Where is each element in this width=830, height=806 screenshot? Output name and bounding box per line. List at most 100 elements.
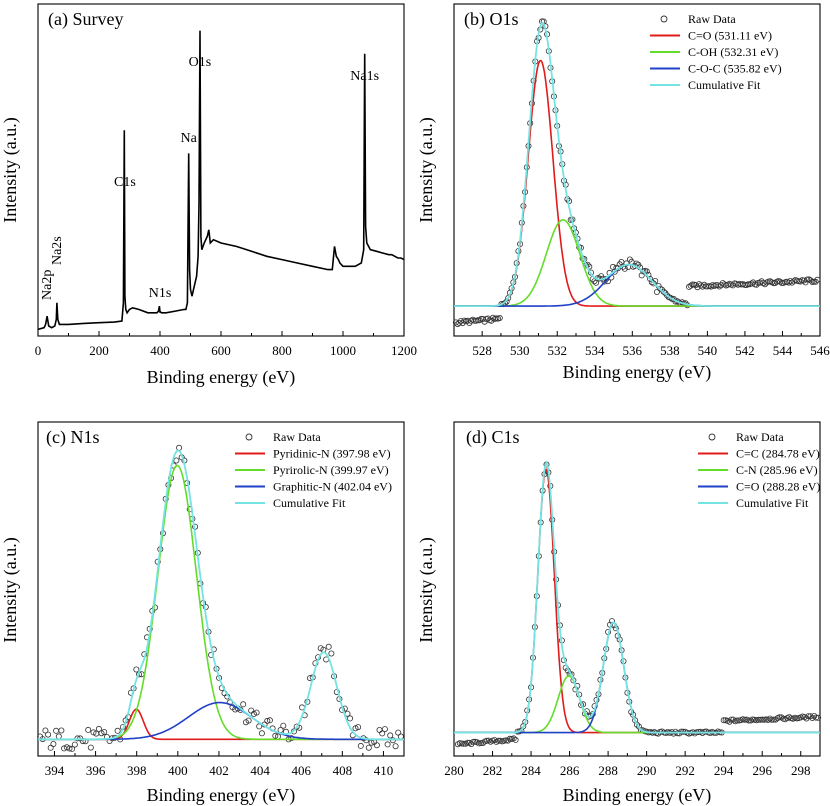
raw-data-point <box>253 709 260 716</box>
panel-title: (d) C1s <box>466 427 520 448</box>
legend-label: Raw Data <box>736 430 784 444</box>
raw-data-point <box>98 730 105 737</box>
raw-data-point <box>460 740 467 747</box>
panel-title: (a) Survey <box>48 9 123 30</box>
raw-data-point <box>741 716 748 723</box>
raw-data-point <box>621 265 628 272</box>
raw-data-point <box>504 737 511 744</box>
legend-label: C-O-C (535.82 eV) <box>688 62 782 76</box>
x-tick-label: 280 <box>444 763 464 778</box>
raw-data-point <box>765 717 772 724</box>
x-tick-label: 396 <box>86 763 106 778</box>
raw-data-point <box>95 725 102 732</box>
legend-label: Cumulative Fit <box>273 496 346 510</box>
raw-data-point <box>266 717 273 724</box>
raw-data-point <box>807 713 814 720</box>
raw-data-point <box>488 317 495 324</box>
x-tick-label: 538 <box>660 343 680 358</box>
panel-title: (b) O1s <box>464 9 519 30</box>
raw-data-point <box>809 715 816 722</box>
x-tick-label: 288 <box>598 763 618 778</box>
raw-data-point <box>365 744 372 751</box>
peak-label: O1s <box>189 55 212 70</box>
raw-data-point <box>496 314 503 321</box>
fit-component-line <box>38 464 404 741</box>
raw-data-point <box>634 721 641 728</box>
raw-data-point <box>387 732 394 739</box>
panel-title: (c) N1s <box>46 427 99 448</box>
raw-data-point <box>290 728 297 735</box>
x-tick-label: 296 <box>752 763 772 778</box>
raw-data-point <box>805 713 812 720</box>
x-tick-label: 292 <box>675 763 695 778</box>
raw-data-point <box>506 735 513 742</box>
x-tick-label: 600 <box>211 343 231 358</box>
x-tick-label: 530 <box>510 343 530 358</box>
raw-data-point <box>245 717 252 724</box>
x-tick-label: 1200 <box>391 343 417 358</box>
raw-data-point <box>381 726 388 733</box>
raw-data-point <box>730 716 737 723</box>
raw-data-point <box>757 716 764 723</box>
raw-data-point <box>325 643 332 650</box>
legend-label: C=C (284.78 eV) <box>736 447 820 461</box>
x-tick-label: 536 <box>623 343 643 358</box>
raw-data-point <box>512 736 519 743</box>
raw-data-point <box>728 716 735 723</box>
x-tick-label: 532 <box>547 343 567 358</box>
raw-data-point <box>670 730 677 737</box>
legend-label: C-N (285.96 eV) <box>736 463 818 477</box>
raw-data-point <box>647 275 654 282</box>
raw-data-point <box>720 717 727 724</box>
raw-data-point <box>47 744 54 751</box>
raw-data-point <box>464 739 471 746</box>
y-axis-label: Intensity (a.u.) <box>0 537 21 642</box>
raw-data-point <box>745 717 752 724</box>
peak-label: Na1s <box>350 69 379 84</box>
x-tick-label: 200 <box>89 343 109 358</box>
plot-frame <box>453 421 821 757</box>
raw-data-point <box>477 740 484 747</box>
legend-marker <box>708 433 716 441</box>
raw-data-point <box>248 707 255 714</box>
raw-data-point <box>753 281 760 288</box>
legend-label: Pyridinic-N (397.98 eV) <box>273 447 391 461</box>
raw-data-point <box>85 726 92 733</box>
plot-frame <box>453 3 821 337</box>
peak-label: Na <box>181 131 198 146</box>
legend-label: Raw Data <box>273 430 321 444</box>
raw-data-point <box>813 714 820 721</box>
x-tick-label: 528 <box>472 343 492 358</box>
raw-data-point <box>689 281 696 288</box>
raw-data-point <box>667 294 674 301</box>
raw-data-point <box>173 457 180 464</box>
panel-b-o1s: (b) O1s Binding energy (eV) Intensity (a… <box>416 3 830 383</box>
x-tick-label: 398 <box>127 763 147 778</box>
x-tick-label: 410 <box>374 763 394 778</box>
raw-data-point <box>776 714 783 721</box>
x-tick-label: 298 <box>791 763 811 778</box>
legend-label: Pyrirolic-N (399.97 eV) <box>273 463 389 477</box>
raw-data-point <box>610 263 617 270</box>
raw-data-point <box>759 716 766 723</box>
x-tick-label: 542 <box>735 343 755 358</box>
raw-data-point <box>510 735 517 742</box>
x-tick-label: 544 <box>773 343 793 358</box>
raw-data-point <box>58 727 65 734</box>
raw-data-point <box>505 294 512 301</box>
raw-data-point <box>804 276 811 283</box>
fit-component-line <box>454 621 820 734</box>
raw-data-point <box>660 288 667 295</box>
legend-label: Cumulative Fit <box>736 496 809 510</box>
raw-data-point <box>363 737 370 744</box>
legend-label: C-OH (532.31 eV) <box>688 45 778 59</box>
raw-data-point <box>638 272 645 279</box>
raw-data-point <box>716 283 723 290</box>
fit-component-line <box>454 59 820 307</box>
y-axis-label: Intensity (a.u.) <box>416 537 437 642</box>
raw-data-point <box>376 727 383 734</box>
raw-data-point <box>90 729 97 736</box>
panel-c-n1s: (c) N1s Binding energy (eV) Intensity (a… <box>0 421 405 806</box>
raw-data-point <box>280 722 287 729</box>
raw-data-point <box>611 268 618 275</box>
